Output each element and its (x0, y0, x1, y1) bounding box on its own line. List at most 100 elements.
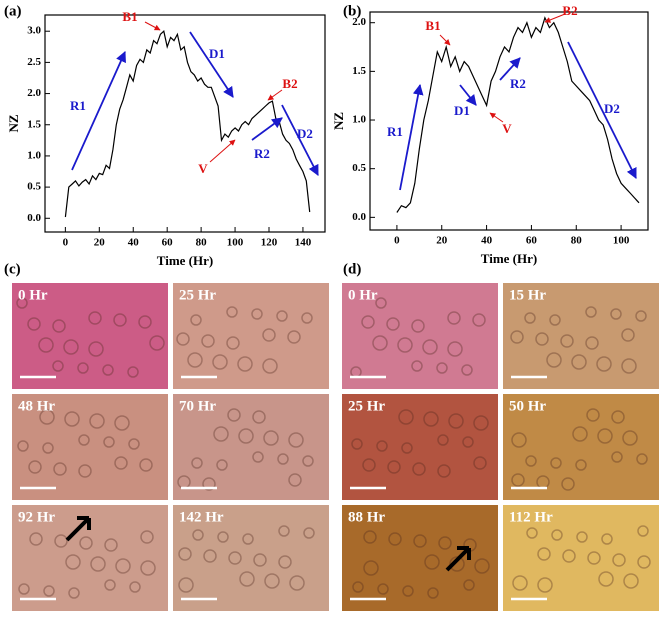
cell (512, 575, 528, 591)
annotation: B1 (122, 9, 137, 24)
annotation-arrow (489, 112, 504, 123)
x-tick-label: 0 (63, 237, 69, 249)
cell (251, 308, 263, 320)
panel-label: (c) (4, 261, 21, 277)
cell (63, 339, 79, 355)
cell (461, 364, 473, 376)
cell (363, 530, 377, 544)
cell (372, 335, 388, 351)
annotation: D2 (297, 126, 313, 141)
annotation-arrow (144, 21, 161, 31)
cell (115, 558, 131, 574)
cell (362, 458, 376, 472)
cell (302, 455, 314, 467)
time-label: 92 Hr (18, 509, 55, 525)
cell (104, 538, 118, 552)
annotation: R1 (387, 124, 403, 139)
cell (361, 315, 375, 329)
panel-label: (d) (343, 261, 361, 277)
micrograph (342, 505, 498, 611)
cell (178, 547, 192, 561)
cell (377, 583, 389, 595)
cell (140, 530, 154, 544)
annotation-arrow (189, 31, 234, 98)
cell (78, 464, 92, 478)
y-axis-label: NZ (6, 114, 21, 132)
cell (546, 352, 562, 368)
panel-label: (b) (343, 3, 361, 19)
annotation-arrow (544, 13, 566, 23)
cell (226, 306, 238, 318)
cell (612, 553, 626, 567)
cell (18, 583, 30, 595)
cell (637, 555, 651, 569)
x-tick-label: 60 (162, 237, 174, 249)
cell (216, 459, 228, 471)
cell (636, 453, 648, 465)
cell (263, 430, 279, 446)
cell (203, 549, 217, 563)
x-tick-label: 20 (94, 237, 106, 249)
cell (187, 352, 203, 368)
cell (587, 551, 601, 565)
cell (411, 360, 423, 372)
cell (140, 560, 156, 576)
y-tick-label: 1.5 (352, 65, 366, 77)
cell (42, 442, 54, 454)
cell (128, 438, 140, 450)
cell (585, 336, 599, 350)
time-label: 0 Hr (18, 287, 48, 303)
cell (537, 577, 553, 593)
cell (412, 462, 426, 476)
x-tick-label: 60 (526, 235, 538, 247)
time-label: 142 Hr (179, 509, 224, 525)
data-line (64, 30, 311, 218)
cell (88, 341, 104, 357)
cell (621, 328, 635, 342)
cell (386, 317, 400, 331)
cell (262, 358, 278, 374)
cell (449, 556, 465, 572)
cell (103, 436, 115, 448)
annotation: D2 (604, 101, 620, 116)
x-tick-label: 80 (571, 235, 583, 247)
y-tick-label: 0.5 (27, 181, 41, 193)
cell (17, 440, 29, 452)
cell (427, 587, 439, 599)
cell (277, 453, 289, 465)
cell (526, 527, 538, 539)
time-label: 15 Hr (509, 287, 546, 303)
cell (447, 341, 463, 357)
cell (398, 409, 414, 425)
x-tick-label: 80 (196, 237, 208, 249)
annotation: D1 (454, 103, 470, 118)
cell (572, 426, 588, 442)
annotation: R2 (254, 146, 270, 161)
cell (597, 428, 613, 444)
panel-label: (a) (4, 3, 22, 19)
micrograph (173, 505, 329, 611)
cell (127, 366, 139, 378)
cell (611, 410, 625, 424)
cell (387, 460, 401, 474)
cell (601, 533, 613, 545)
cell (228, 551, 242, 565)
cell (149, 335, 165, 351)
cell (102, 364, 114, 376)
cell (39, 409, 55, 425)
cell (550, 457, 562, 469)
cell (303, 527, 315, 539)
annotation-arrow (71, 51, 126, 171)
annotation-arrow (251, 117, 283, 141)
cell (585, 306, 597, 318)
annotation: V (502, 121, 512, 136)
micrograph (342, 394, 498, 500)
cell (202, 477, 216, 491)
cell (576, 531, 588, 543)
cell (28, 460, 42, 474)
cell (77, 362, 89, 374)
cell (562, 549, 576, 563)
cell (472, 313, 486, 327)
y-tick-label: 0.0 (27, 212, 41, 224)
cell (213, 426, 229, 442)
